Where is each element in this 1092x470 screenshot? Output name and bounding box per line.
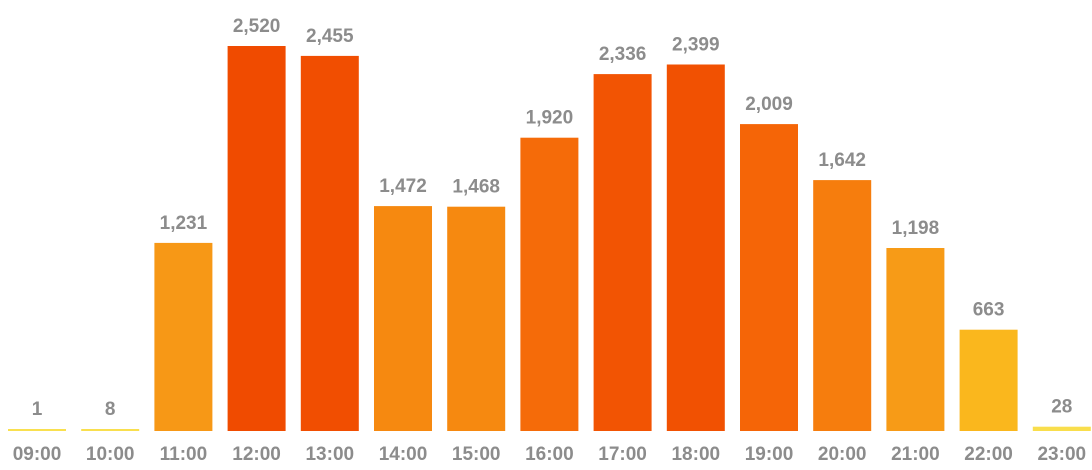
bar-1100 xyxy=(154,242,213,431)
bar-1900 xyxy=(740,124,798,431)
x-tick-1100: 11:00 xyxy=(160,444,208,465)
data-label-1900: 2,009 xyxy=(745,94,793,115)
data-label-1600: 1,920 xyxy=(526,108,574,129)
data-label-2300: 28 xyxy=(1051,397,1072,418)
data-label-1500: 1,468 xyxy=(452,177,500,198)
bar-1600 xyxy=(520,137,579,431)
x-tick-1400: 14:00 xyxy=(379,444,428,465)
bar-1700 xyxy=(593,74,652,431)
data-label-1000: 8 xyxy=(105,399,116,420)
data-label-2100: 1,198 xyxy=(892,218,940,239)
bar-1800 xyxy=(666,64,725,431)
bar-1400 xyxy=(374,206,432,431)
x-tick-2200: 22:00 xyxy=(964,444,1013,465)
bar-0900 xyxy=(8,429,66,431)
x-tick-1900: 19:00 xyxy=(745,444,794,465)
data-label-1300: 2,455 xyxy=(306,26,354,47)
x-axis-tick-labels: 09:00 10:00 11:00 12:00 13:00 14:00 15:00 16:00… xyxy=(13,444,1086,465)
bar-1500 xyxy=(447,206,506,431)
x-tick-1000: 10:00 xyxy=(86,444,135,465)
data-label-1700: 2,336 xyxy=(599,44,647,65)
bars-layer xyxy=(8,46,1091,432)
x-tick-0900: 09:00 xyxy=(13,444,62,465)
bar-1000 xyxy=(81,429,140,431)
data-labels-layer: 1 8 1,231 2,520 2,455 1,472 1,468 1,920 2,336 2,3… xyxy=(32,16,1073,420)
x-tick-1300: 13:00 xyxy=(305,444,354,465)
data-label-2200: 663 xyxy=(973,300,1005,321)
x-tick-2300: 23:00 xyxy=(1037,444,1086,465)
bar-1200 xyxy=(227,46,286,431)
x-tick-1200: 12:00 xyxy=(232,444,281,465)
data-label-1100: 1,231 xyxy=(160,213,208,234)
bar-2200 xyxy=(959,329,1018,431)
bar-2000 xyxy=(813,180,872,431)
x-tick-1600: 16:00 xyxy=(525,444,574,465)
data-label-2000: 1,642 xyxy=(818,150,866,171)
x-tick-1800: 18:00 xyxy=(671,444,720,465)
x-tick-1700: 17:00 xyxy=(598,444,647,465)
bar-2100 xyxy=(886,248,945,431)
data-label-0900: 1 xyxy=(32,399,43,420)
bar-1300 xyxy=(300,55,359,432)
x-tick-2000: 20:00 xyxy=(818,444,867,465)
x-tick-2100: 21:00 xyxy=(891,444,940,465)
bar-2300 xyxy=(1032,426,1091,431)
x-tick-1500: 15:00 xyxy=(452,444,501,465)
data-label-1400: 1,472 xyxy=(379,176,427,197)
data-label-1200: 2,520 xyxy=(233,16,281,37)
data-label-1800: 2,399 xyxy=(672,35,720,56)
